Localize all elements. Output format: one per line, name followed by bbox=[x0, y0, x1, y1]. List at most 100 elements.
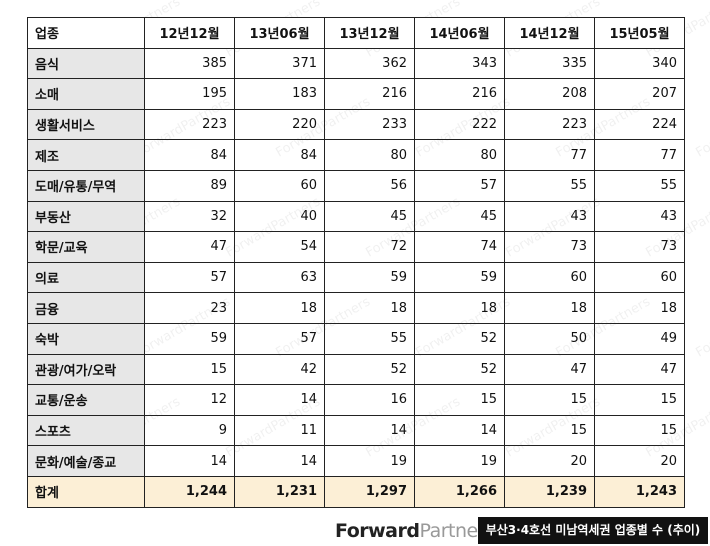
cell: 43 bbox=[594, 200, 685, 233]
logo-bold: Forward bbox=[335, 520, 420, 542]
table-row: 음식 385 371 362 343 335 340 bbox=[27, 47, 685, 80]
cell: 84 bbox=[234, 139, 325, 171]
table-row: 스포츠 9 11 14 14 15 15 bbox=[27, 414, 685, 447]
cell: 11 bbox=[234, 414, 325, 447]
cell: 47 bbox=[144, 231, 235, 263]
cell: 49 bbox=[594, 322, 685, 355]
row-label: 부동산 bbox=[27, 200, 145, 233]
cell: 18 bbox=[414, 292, 505, 324]
table-row: 교통/운송 12 14 16 15 15 15 bbox=[27, 384, 685, 416]
cell: 14 bbox=[234, 384, 325, 416]
cell: 9 bbox=[144, 414, 235, 447]
cell: 57 bbox=[234, 322, 325, 355]
cell: 14 bbox=[414, 414, 505, 447]
cell: 362 bbox=[324, 47, 415, 80]
header-cell: 12년12월 bbox=[144, 17, 235, 49]
cell: 15 bbox=[414, 384, 505, 416]
table-row: 제조 84 84 80 80 77 77 bbox=[27, 139, 685, 171]
total-cell: 1,239 bbox=[504, 475, 595, 508]
cell: 45 bbox=[414, 200, 505, 233]
cell: 183 bbox=[234, 78, 325, 110]
cell: 59 bbox=[144, 322, 235, 355]
cell: 59 bbox=[324, 261, 415, 294]
cell: 18 bbox=[504, 292, 595, 324]
cell: 343 bbox=[414, 47, 505, 80]
header-cell: 13년06월 bbox=[234, 17, 325, 49]
cell: 223 bbox=[144, 108, 235, 141]
cell: 335 bbox=[504, 47, 595, 80]
cell: 220 bbox=[234, 108, 325, 141]
row-label: 문화/예술/종교 bbox=[27, 445, 145, 477]
cell: 14 bbox=[144, 445, 235, 477]
table-row: 생활서비스 223 220 233 222 223 224 bbox=[27, 108, 685, 141]
cell: 207 bbox=[594, 78, 685, 110]
cell: 12 bbox=[144, 384, 235, 416]
watermark: ForwardPartners bbox=[693, 94, 710, 161]
total-cell: 1,244 bbox=[144, 475, 235, 508]
header-row: 업종 12년12월 13년06월 13년12월 14년06월 14년12월 15년05월 bbox=[27, 17, 685, 49]
cell: 14 bbox=[324, 414, 415, 447]
cell: 19 bbox=[414, 445, 505, 477]
cell: 60 bbox=[234, 169, 325, 202]
cell: 371 bbox=[234, 47, 325, 80]
logo: ForwardPartners bbox=[335, 520, 495, 542]
table-row: 의료 57 63 59 59 60 60 bbox=[27, 261, 685, 294]
cell: 216 bbox=[324, 78, 415, 110]
row-label: 금융 bbox=[27, 292, 145, 324]
row-label: 교통/운송 bbox=[27, 384, 145, 416]
cell: 60 bbox=[504, 261, 595, 294]
cell: 23 bbox=[144, 292, 235, 324]
cell: 216 bbox=[414, 78, 505, 110]
table-row: 부동산 32 40 45 45 43 43 bbox=[27, 200, 685, 233]
cell: 195 bbox=[144, 78, 235, 110]
cell: 55 bbox=[504, 169, 595, 202]
row-label: 스포츠 bbox=[27, 414, 145, 447]
table-row: 숙박 59 57 55 52 50 49 bbox=[27, 322, 685, 355]
cell: 63 bbox=[234, 261, 325, 294]
header-cell: 13년12월 bbox=[324, 17, 415, 49]
cell: 77 bbox=[504, 139, 595, 171]
table-row: 관광/여가/오락 15 42 52 52 47 47 bbox=[27, 353, 685, 386]
cell: 18 bbox=[594, 292, 685, 324]
row-label: 관광/여가/오락 bbox=[27, 353, 145, 386]
row-label: 도매/유통/무역 bbox=[27, 169, 145, 202]
table-row: 도매/유통/무역 89 60 56 57 55 55 bbox=[27, 169, 685, 202]
cell: 54 bbox=[234, 231, 325, 263]
cell: 43 bbox=[504, 200, 595, 233]
row-label: 숙박 bbox=[27, 322, 145, 355]
header-cell: 업종 bbox=[27, 17, 145, 49]
cell: 57 bbox=[414, 169, 505, 202]
cell: 52 bbox=[414, 322, 505, 355]
cell: 233 bbox=[324, 108, 415, 141]
row-label: 소매 bbox=[27, 78, 145, 110]
header-cell: 14년12월 bbox=[504, 17, 595, 49]
cell: 57 bbox=[144, 261, 235, 294]
cell: 385 bbox=[144, 47, 235, 80]
caption: 부산3·4호선 미남역세권 업종별 수 (추이) bbox=[478, 517, 708, 544]
cell: 32 bbox=[144, 200, 235, 233]
cell: 340 bbox=[594, 47, 685, 80]
cell: 15 bbox=[504, 384, 595, 416]
row-label: 제조 bbox=[27, 139, 145, 171]
cell: 47 bbox=[594, 353, 685, 386]
cell: 47 bbox=[504, 353, 595, 386]
cell: 50 bbox=[504, 322, 595, 355]
cell: 52 bbox=[414, 353, 505, 386]
cell: 56 bbox=[324, 169, 415, 202]
watermark: ForwardPartners bbox=[693, 294, 710, 361]
cell: 208 bbox=[504, 78, 595, 110]
table-row: 문화/예술/종교 14 14 19 19 20 20 bbox=[27, 445, 685, 477]
total-cell: 1,297 bbox=[324, 475, 415, 508]
cell: 18 bbox=[234, 292, 325, 324]
cell: 19 bbox=[324, 445, 415, 477]
total-row: 합계 1,244 1,231 1,297 1,266 1,239 1,243 bbox=[27, 475, 685, 508]
cell: 16 bbox=[324, 384, 415, 416]
cell: 80 bbox=[324, 139, 415, 171]
cell: 80 bbox=[414, 139, 505, 171]
cell: 55 bbox=[324, 322, 415, 355]
cell: 74 bbox=[414, 231, 505, 263]
total-label: 합계 bbox=[27, 475, 145, 508]
cell: 14 bbox=[234, 445, 325, 477]
cell: 84 bbox=[144, 139, 235, 171]
